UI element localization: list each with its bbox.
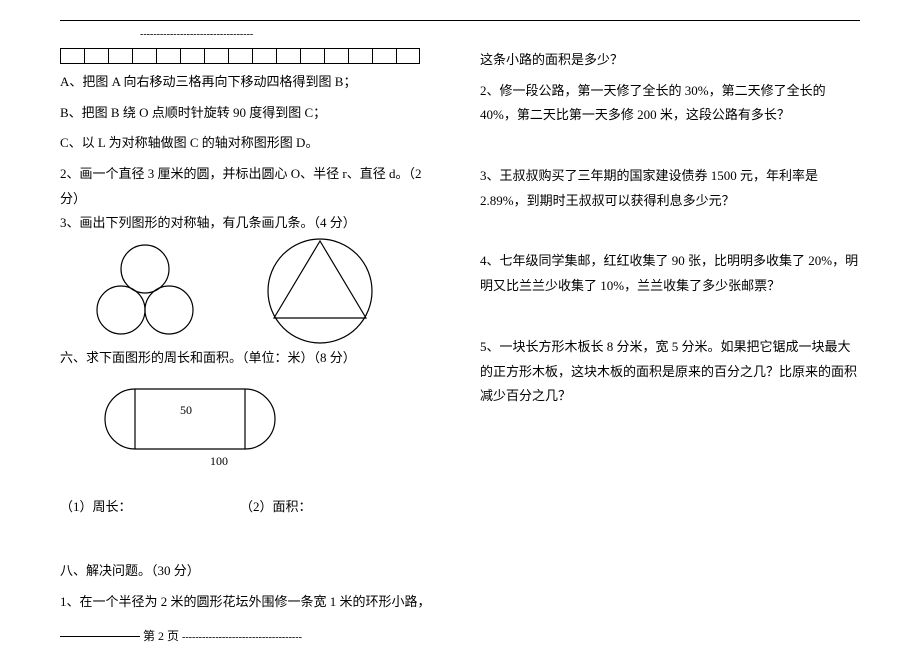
rq3: 3、王叔叔购买了三年期的国家建设债券 1500 元，年利率是 2.89%，到期时… — [480, 164, 860, 213]
triangle-in-circle-figure — [260, 236, 380, 346]
q3-text: 3、画出下列图形的对称轴，有几条画几条。（4 分） — [60, 211, 440, 236]
two-column-layout: A、把图 A 向右移动三格再向下移动四格得到图 B； B、把图 B 绕 O 点顺… — [60, 48, 860, 647]
option-c: C、以 L 为对称轴做图 C 的轴对称图形图 D。 — [60, 131, 440, 156]
top-rule — [60, 20, 860, 21]
area-label: （2）面积： — [240, 495, 312, 520]
dash-line-top: ---------------------------------- — [140, 25, 860, 44]
page-number: 第 2 页 — [143, 629, 179, 643]
left-column: A、把图 A 向右移动三格再向下移动四格得到图 B； B、把图 B 绕 O 点顺… — [60, 48, 440, 647]
perimeter-area-row: （1）周长： （2）面积： — [60, 495, 440, 520]
label-50: 50 — [180, 403, 192, 417]
rq4: 4、七年级同学集邮，红红收集了 90 张，比明明多收集了 20%，明明又比兰兰少… — [480, 249, 860, 298]
section-6-title: 六、求下面图形的周长和面积。（单位：米）（8 分） — [60, 346, 440, 371]
stadium-figure: 50 100 — [90, 379, 310, 474]
q1-continued: 这条小路的面积是多少？ — [480, 48, 860, 73]
rq2: 2、修一段公路，第一天修了全长的 30%，第二天修了全长的 40%，第二天比第一… — [480, 79, 860, 128]
right-column: 这条小路的面积是多少？ 2、修一段公路，第一天修了全长的 30%，第二天修了全长… — [480, 48, 860, 647]
perimeter-label: （1）周长： — [60, 495, 240, 520]
three-circles-figure — [90, 242, 200, 342]
grid-strip — [60, 48, 440, 64]
section-8-title: 八、解决问题。（30 分） — [60, 559, 440, 584]
q2-text: 2、画一个直径 3 厘米的圆，并标出圆心 O、半径 r、直径 d。（2 分） — [60, 162, 440, 211]
option-b: B、把图 B 绕 O 点顺时针旋转 90 度得到图 C； — [60, 101, 440, 126]
page-footer: 第 2 页 ----------------------------------… — [60, 625, 440, 648]
rq5: 5、一块长方形木板长 8 分米，宽 5 分米。如果把它锯成一块最大的正方形木板，… — [480, 335, 860, 409]
q8-1-text: 1、在一个半径为 2 米的圆形花坛外围修一条宽 1 米的环形小路， — [60, 590, 440, 615]
option-a: A、把图 A 向右移动三格再向下移动四格得到图 B； — [60, 70, 440, 95]
label-100: 100 — [210, 454, 228, 468]
